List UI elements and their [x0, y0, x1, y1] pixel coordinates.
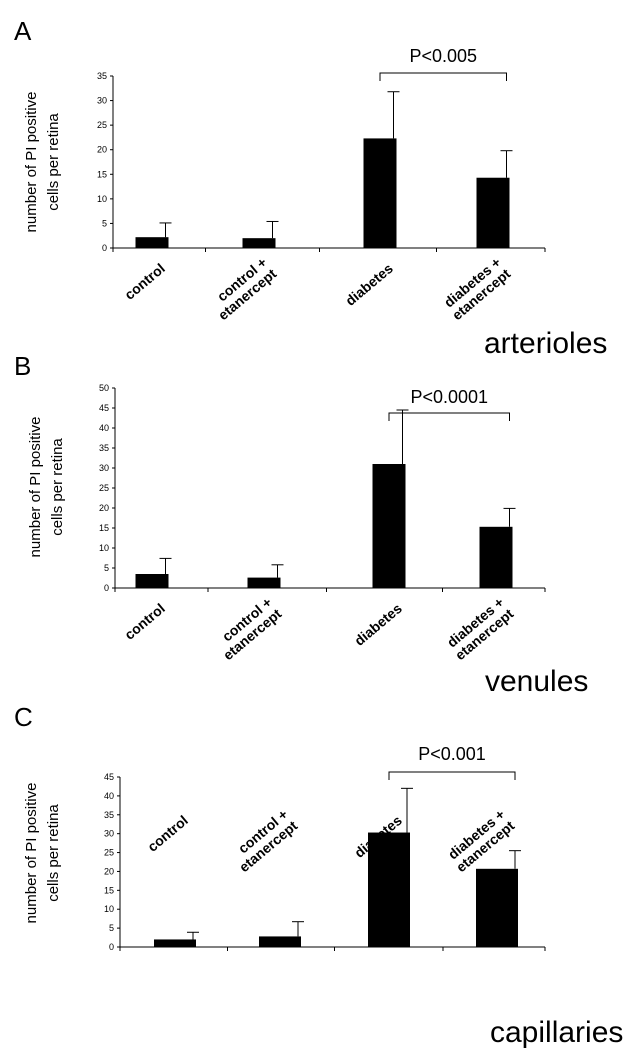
- vessel-label: venules: [485, 665, 588, 698]
- vessel-label: arterioles: [484, 327, 607, 360]
- category-label: control +etanercept: [210, 594, 284, 663]
- y-tick-label: 20: [104, 866, 114, 876]
- y-tick-label: 5: [102, 218, 107, 228]
- y-tick-label: 15: [104, 885, 114, 895]
- y-tick-label: 45: [99, 403, 109, 413]
- y-tick-label: 20: [97, 145, 107, 155]
- panel-letter: B: [14, 351, 31, 381]
- y-tick-label: 10: [97, 194, 107, 204]
- significance-label: P<0.0001: [410, 387, 488, 407]
- bar: [242, 238, 276, 248]
- y-tick-label: 0: [102, 243, 107, 253]
- significance-bracket: [388, 771, 516, 780]
- y-axis-label: cells per retina: [45, 113, 62, 211]
- y-axis-label: cells per retina: [49, 438, 66, 536]
- bar: [154, 939, 196, 947]
- y-tick-label: 15: [97, 169, 107, 179]
- category-label: control: [121, 600, 168, 643]
- y-tick-label: 30: [97, 96, 107, 106]
- bar: [135, 237, 169, 248]
- y-tick-label: 20: [99, 503, 109, 513]
- y-tick-label: 35: [104, 810, 114, 820]
- bar: [135, 574, 169, 588]
- category-label: diabetes +etanercept: [442, 594, 516, 663]
- category-label: control +etanercept: [226, 806, 300, 875]
- y-tick-label: 35: [97, 71, 107, 81]
- bar: [372, 464, 406, 588]
- y-tick-label: 5: [109, 923, 114, 933]
- y-tick-label: 25: [104, 848, 114, 858]
- category-label: control: [144, 812, 191, 855]
- significance-bracket: [379, 72, 507, 81]
- significance-label: P<0.005: [409, 46, 477, 66]
- y-axis-label: cells per retina: [45, 804, 62, 902]
- y-tick-label: 45: [104, 772, 114, 782]
- category-label: diabetes +etanercept: [443, 806, 517, 875]
- y-tick-label: 30: [104, 829, 114, 839]
- y-tick-label: 5: [104, 563, 109, 573]
- bar: [479, 526, 513, 588]
- y-tick-label: 15: [99, 523, 109, 533]
- bar: [247, 577, 281, 588]
- category-label-line: control: [121, 260, 168, 303]
- y-tick-label: 30: [99, 463, 109, 473]
- category-label: diabetes +etanercept: [439, 254, 513, 323]
- y-tick-label: 10: [99, 543, 109, 553]
- bar: [363, 138, 397, 248]
- panel-letter: C: [14, 702, 33, 732]
- y-tick-label: 25: [99, 483, 109, 493]
- y-axis-label: number of PI positive: [27, 417, 44, 558]
- bar: [476, 177, 510, 248]
- y-tick-label: 40: [99, 423, 109, 433]
- panel-letter: A: [14, 16, 32, 46]
- y-tick-label: 40: [104, 791, 114, 801]
- y-tick-label: 35: [99, 443, 109, 453]
- significance-label: P<0.001: [418, 744, 486, 764]
- y-tick-label: 25: [97, 120, 107, 130]
- bar: [368, 832, 410, 947]
- significance-bracket: [388, 412, 510, 421]
- category-label: diabetes: [342, 260, 396, 309]
- y-tick-label: 10: [104, 904, 114, 914]
- category-label: control +etanercept: [205, 254, 279, 323]
- bar: [476, 868, 518, 947]
- category-label-line: diabetes: [342, 260, 396, 309]
- category-label-line: control: [144, 812, 191, 855]
- category-label-line: diabetes: [351, 600, 405, 649]
- y-tick-label: 0: [109, 942, 114, 952]
- vessel-label: capillaries: [490, 1016, 623, 1049]
- y-axis-label: number of PI positive: [23, 92, 40, 233]
- category-label: control: [121, 260, 168, 303]
- bar: [259, 936, 301, 947]
- y-axis-label: number of PI positive: [23, 783, 40, 924]
- category-label: diabetes: [351, 600, 405, 649]
- y-tick-label: 0: [104, 583, 109, 593]
- category-label-line: control: [121, 600, 168, 643]
- y-tick-label: 50: [99, 383, 109, 393]
